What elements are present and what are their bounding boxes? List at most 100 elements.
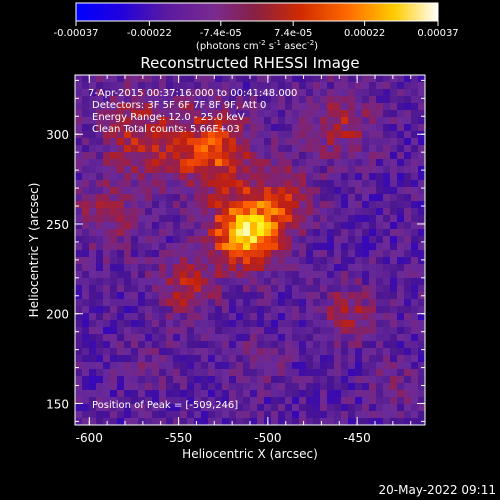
heatmap-cell [327,138,335,146]
heatmap-cell [138,278,146,286]
heatmap-cell [306,306,314,314]
heatmap-cell [306,362,314,370]
heatmap-cell [208,236,216,244]
heatmap-cell [355,96,363,104]
heatmap-cell [173,110,181,118]
heatmap-cell [390,348,398,356]
heatmap-cell [313,166,321,174]
heatmap-cell [201,152,209,160]
heatmap-cell [327,75,335,83]
heatmap-cell [376,89,384,97]
heatmap-cell [376,194,384,202]
heatmap-cell [334,271,342,279]
heatmap-cell [355,152,363,160]
heatmap-cell [215,264,223,272]
heatmap-cell [208,229,216,237]
heatmap-cell [138,243,146,251]
heatmap-cell [243,355,251,363]
heatmap-cell [299,355,307,363]
heatmap-cell [152,180,160,188]
heatmap-cell [215,348,223,356]
heatmap-cell [236,166,244,174]
heatmap-cell [376,138,384,146]
heatmap-cell [292,201,300,209]
heatmap-cell [327,222,335,230]
heatmap-cell [201,243,209,251]
heatmap-cell [404,222,412,230]
heatmap-cell [418,355,425,363]
heatmap-cell [89,313,97,321]
heatmap-cell [278,222,286,230]
heatmap-cell [236,180,244,188]
heatmap-cell [138,194,146,202]
heatmap-cell [124,299,132,307]
heatmap-cell [355,159,363,167]
heatmap-cell [159,334,167,342]
heatmap-cell [236,124,244,132]
heatmap-cell [222,278,230,286]
heatmap-cell [404,271,412,279]
heatmap-cell [411,159,419,167]
heatmap-cell [159,320,167,328]
heatmap-cell [138,292,146,300]
heatmap-cell [362,313,370,321]
heatmap-cell [145,362,153,370]
heatmap-cell [383,194,391,202]
heatmap-cell [404,96,412,104]
heatmap-cell [222,138,230,146]
heatmap-cell [236,278,244,286]
heatmap-cell [327,145,335,153]
heatmap-cell [75,201,83,209]
heatmap-cell [383,285,391,293]
heatmap-cell [103,103,111,111]
heatmap-cell [124,131,132,139]
heatmap-cell [180,103,188,111]
heatmap-cell [152,96,160,104]
heatmap-cell [110,299,118,307]
heatmap-cell [292,124,300,132]
heatmap-cell [327,278,335,286]
heatmap-cell [117,180,125,188]
heatmap-cell [187,362,195,370]
heatmap-cell [299,138,307,146]
heatmap-cell [355,264,363,272]
heatmap-cell [215,159,223,167]
heatmap-cell [103,369,111,377]
heatmap-cell [306,404,314,412]
heatmap-cell [376,145,384,153]
heatmap-cell [110,383,118,391]
heatmap-cell [327,166,335,174]
heatmap-cell [285,243,293,251]
heatmap-cell [215,166,223,174]
heatmap-cell [285,362,293,370]
heatmap-cell [187,355,195,363]
heatmap-cell [187,124,195,132]
heatmap-cell [397,390,405,398]
heatmap-cell [257,355,265,363]
heatmap-cell [383,138,391,146]
heatmap-cell [257,418,265,425]
heatmap-cell [138,124,146,132]
heatmap-cell [145,355,153,363]
heatmap-cell [264,208,272,216]
heatmap-cell [376,299,384,307]
heatmap-cell [411,82,419,90]
heatmap-cell [124,194,132,202]
heatmap-cell [96,250,104,258]
heatmap-cell [229,89,237,97]
heatmap-cell [152,362,160,370]
y-axis-label: Heliocentric Y (arcsec) [27,183,41,318]
heatmap-cell [222,194,230,202]
heatmap-cell [418,285,425,293]
heatmap-cell [271,124,279,132]
heatmap-cell [348,131,356,139]
heatmap-cell [264,117,272,125]
heatmap-cell [110,348,118,356]
heatmap-cell [138,376,146,384]
heatmap-cell [145,173,153,181]
heatmap-cell [369,145,377,153]
heatmap-cell [320,271,328,279]
heatmap-cell [229,264,237,272]
heatmap-cell [131,369,139,377]
heatmap-cell [124,187,132,195]
